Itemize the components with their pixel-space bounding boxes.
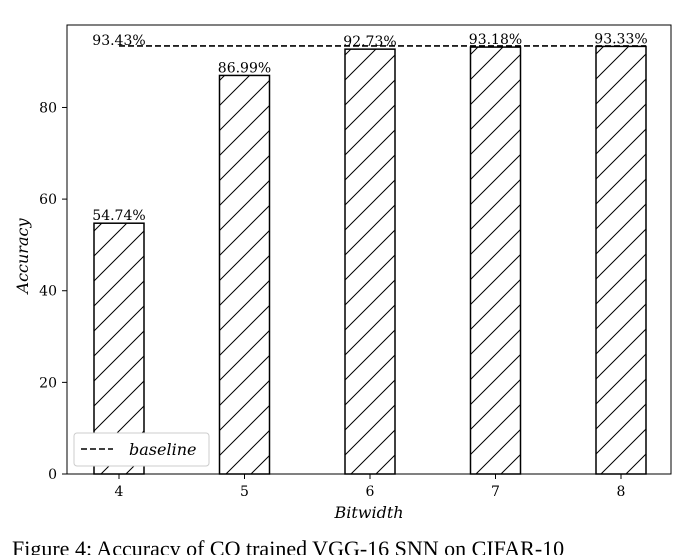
data-label-6: 92.73% — [343, 34, 396, 50]
plot-area-frame — [66, 24, 672, 475]
y-tick-label-80: 80 — [39, 100, 57, 116]
x-tick-label-8: 8 — [617, 484, 626, 500]
bar-8 — [595, 45, 647, 475]
bar-5 — [218, 74, 271, 475]
legend-baseline-label: baseline — [129, 440, 196, 459]
baseline-value-label: 93.43% — [92, 33, 145, 49]
data-label-8: 93.33% — [594, 31, 647, 47]
x-tick-label-4: 4 — [115, 484, 124, 500]
figure-caption: Figure 4: Accuracy of CQ trained VGG-16 … — [12, 536, 565, 555]
bar-4 — [93, 222, 145, 475]
bar-7 — [469, 46, 522, 475]
x-axis: 4 5 6 7 8 — [115, 474, 626, 500]
legend: baseline — [73, 432, 210, 467]
x-axis-label: Bitwidth — [333, 503, 403, 522]
data-label-4: 54.74% — [92, 208, 145, 224]
x-tick-label-6: 6 — [366, 484, 375, 500]
y-tick-label-0: 0 — [48, 467, 57, 483]
y-axis-label: Accuracy — [13, 218, 32, 296]
y-tick-label-60: 60 — [39, 192, 57, 208]
y-tick-label-40: 40 — [39, 284, 57, 300]
data-label-5: 86.99% — [218, 60, 271, 76]
bars-group — [93, 45, 647, 475]
bar-6 — [344, 48, 396, 475]
y-axis: 0 20 40 60 80 — [39, 100, 67, 483]
data-labels-group: 54.74% 86.99% 92.73% 93.18% 93.33% 93.43% — [92, 31, 647, 224]
legend-box — [73, 432, 210, 467]
x-tick-label-7: 7 — [491, 484, 500, 500]
x-tick-label-5: 5 — [240, 484, 249, 500]
y-tick-label-20: 20 — [39, 375, 57, 391]
data-label-7: 93.18% — [469, 32, 522, 48]
